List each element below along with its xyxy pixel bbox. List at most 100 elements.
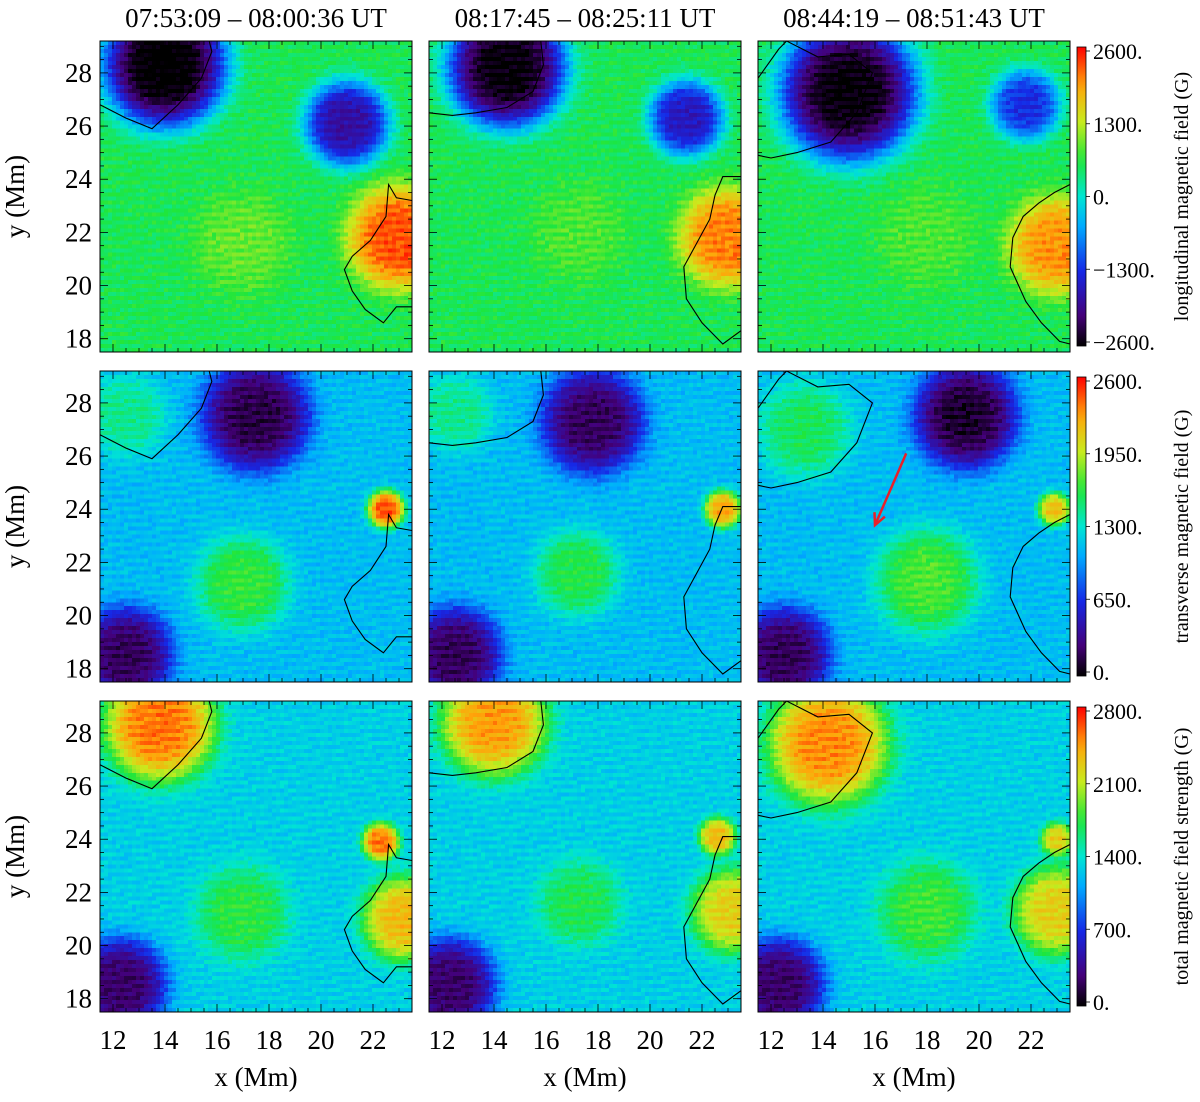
heatmap-image bbox=[758, 41, 1070, 352]
x-axis-label: x (Mm) bbox=[543, 1062, 626, 1092]
y-tick-label: 18 bbox=[65, 324, 92, 354]
colorbar-tick-label: 2800. bbox=[1093, 699, 1143, 724]
x-tick-label: 16 bbox=[533, 1025, 560, 1055]
colorbar-gradient bbox=[1076, 46, 1087, 347]
y-tick-label: 28 bbox=[65, 718, 92, 748]
colorbar-label-row-2: transverse magnetic field (G) bbox=[1171, 410, 1193, 644]
colorbar-label-row-3: total magnetic field strength (G) bbox=[1171, 728, 1193, 986]
x-tick-label: 22 bbox=[689, 1025, 716, 1055]
colorbar-tick-label: 0. bbox=[1093, 185, 1110, 210]
heatmap-panel-r2-c2 bbox=[428, 370, 742, 683]
colorbar-tick-label: −1300. bbox=[1093, 257, 1155, 282]
colorbar-tick-label: 1400. bbox=[1093, 845, 1143, 870]
x-tick-label: 12 bbox=[100, 1025, 127, 1055]
x-tick-label: 20 bbox=[637, 1025, 664, 1055]
colorbar-tick-label: 2600. bbox=[1093, 39, 1143, 64]
column-title-1: 07:53:09 – 08:00:36 UT bbox=[125, 3, 387, 33]
colorbar-gradient bbox=[1076, 376, 1087, 677]
colorbar-tick-label: 2100. bbox=[1093, 772, 1143, 797]
y-tick-label: 18 bbox=[65, 984, 92, 1014]
y-tick-label: 18 bbox=[65, 654, 92, 684]
x-tick-label: 14 bbox=[810, 1025, 838, 1055]
heatmap-panel-r3-c2: 12 14 16 18 20 22 x (Mm) bbox=[428, 700, 742, 1092]
x-tick-label: 16 bbox=[862, 1025, 889, 1055]
heatmap-panel-r3-c3: 12 14 16 18 20 22 x (Mm) bbox=[757, 700, 1071, 1092]
x-tick-label: 18 bbox=[256, 1025, 283, 1055]
heatmap-panel-r2-c1: 18 20 22 24 26 28 bbox=[65, 370, 413, 684]
contour-positive bbox=[1009, 844, 1071, 1005]
x-tick-label: 12 bbox=[758, 1025, 785, 1055]
y-tick-label: 26 bbox=[65, 441, 92, 471]
heatmap-image bbox=[100, 701, 412, 1012]
contour-positive bbox=[343, 842, 413, 984]
heatmap-panel-r3-c1: 18 20 22 24 26 28 12 14 16 18 20 22 x (Mm) bbox=[65, 700, 413, 1092]
x-tick-label: 20 bbox=[966, 1025, 993, 1055]
red-arrow-annotation bbox=[873, 452, 908, 528]
heatmap-image bbox=[429, 701, 741, 1012]
colorbar-label-row-1: longitudinal magnetic field (G) bbox=[1171, 72, 1193, 321]
column-title-2: 08:17:45 – 08:25:11 UT bbox=[455, 3, 716, 33]
heatmap-image bbox=[429, 41, 741, 352]
colorbar-tick-label: 0. bbox=[1093, 990, 1110, 1015]
colorbar-tick-label: 1300. bbox=[1093, 112, 1143, 137]
column-title-3: 08:44:19 – 08:51:43 UT bbox=[783, 3, 1045, 33]
colorbar-tick-label: 1300. bbox=[1093, 515, 1143, 540]
contour-negative bbox=[99, 700, 213, 790]
y-tick-label: 20 bbox=[65, 271, 92, 301]
contour-positive bbox=[1009, 184, 1071, 345]
heatmap-image bbox=[758, 371, 1070, 682]
contour-positive bbox=[683, 836, 742, 1005]
y-tick-label: 26 bbox=[65, 771, 92, 801]
contour-negative bbox=[99, 370, 213, 460]
heatmap-image bbox=[758, 701, 1070, 1012]
colorbar-gradient bbox=[1076, 706, 1087, 1007]
y-tick-label: 22 bbox=[65, 217, 92, 247]
heatmap-image bbox=[100, 41, 412, 352]
y-axis-label-row-3: y (Mm) bbox=[0, 815, 30, 898]
x-tick-label: 12 bbox=[429, 1025, 456, 1055]
heatmap-panel-r1-c3 bbox=[757, 40, 1071, 353]
contour-positive bbox=[1009, 514, 1071, 675]
y-tick-label: 20 bbox=[65, 931, 92, 961]
y-tick-label: 22 bbox=[65, 547, 92, 577]
heatmap-panel-r1-c2 bbox=[428, 40, 742, 353]
y-tick-label: 24 bbox=[65, 164, 93, 194]
y-tick-label: 26 bbox=[65, 111, 92, 141]
x-axis-label: x (Mm) bbox=[872, 1062, 955, 1092]
colorbar-tick-label: −2600. bbox=[1093, 330, 1155, 355]
y-tick-label: 20 bbox=[65, 601, 92, 631]
colorbar-tick-label: 0. bbox=[1093, 660, 1110, 685]
heatmap-panel-r2-c3 bbox=[757, 370, 1071, 683]
contour-positive bbox=[343, 182, 413, 324]
contour-positive bbox=[343, 512, 413, 654]
x-tick-label: 22 bbox=[1018, 1025, 1045, 1055]
y-tick-label: 24 bbox=[65, 824, 93, 854]
x-tick-label: 20 bbox=[308, 1025, 335, 1055]
y-tick-label: 28 bbox=[65, 58, 92, 88]
x-tick-label: 14 bbox=[152, 1025, 180, 1055]
y-tick-label: 28 bbox=[65, 388, 92, 418]
contour-positive bbox=[683, 176, 742, 345]
heatmap-panel-r1-c1: 18 20 22 24 26 28 bbox=[65, 40, 413, 354]
y-axis-label-row-1: y (Mm) bbox=[0, 155, 30, 238]
colorbar-tick-label: 700. bbox=[1093, 917, 1132, 942]
colorbar-tick-label: 1950. bbox=[1093, 442, 1143, 467]
colorbar-row-1: 2600. 1300. 0. −1300. −2600. longitudinal mag… bbox=[1076, 39, 1193, 355]
colorbar-tick-label: 2600. bbox=[1093, 369, 1143, 394]
colorbar-tick-label: 650. bbox=[1093, 587, 1132, 612]
contour-negative bbox=[428, 700, 544, 776]
colorbar-row-2: 2600. 1950. 1300. 650. 0. transverse magnetic… bbox=[1076, 369, 1193, 685]
contour-negative bbox=[99, 40, 213, 130]
colorbar-row-3: 2800. 2100. 1400. 700. 0. total magnetic fiel… bbox=[1076, 699, 1193, 1015]
heatmap-image bbox=[429, 371, 741, 682]
x-tick-label: 22 bbox=[360, 1025, 387, 1055]
x-tick-label: 18 bbox=[914, 1025, 941, 1055]
x-tick-label: 18 bbox=[585, 1025, 612, 1055]
contour-negative bbox=[428, 370, 544, 446]
contour-negative bbox=[428, 40, 544, 116]
x-tick-label: 16 bbox=[204, 1025, 231, 1055]
x-tick-label: 14 bbox=[481, 1025, 509, 1055]
y-tick-label: 22 bbox=[65, 877, 92, 907]
heatmap-image bbox=[100, 371, 412, 682]
y-tick-label: 24 bbox=[65, 494, 93, 524]
